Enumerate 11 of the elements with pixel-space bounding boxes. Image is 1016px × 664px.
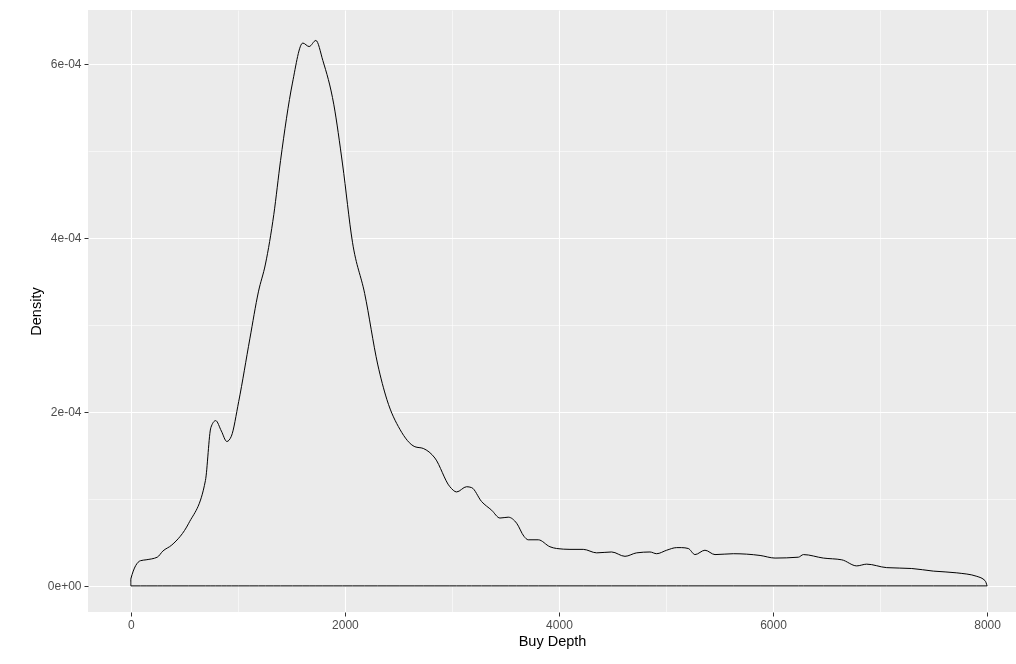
- y-tick-label: 4e-04: [50, 231, 82, 246]
- x-axis-title: Buy Depth: [518, 632, 587, 649]
- x-tick-label: 2000: [332, 617, 360, 632]
- x-tick-label: 8000: [974, 617, 1002, 632]
- x-tick-label: 4000: [546, 617, 574, 632]
- y-axis-title: Density: [27, 286, 44, 336]
- y-tick-label: 2e-04: [50, 405, 82, 420]
- y-tick-label: 0e+00: [47, 579, 82, 594]
- x-tick-label: 0: [127, 617, 135, 632]
- x-tick-label: 6000: [760, 617, 788, 632]
- y-tick-label: 6e-04: [50, 57, 82, 72]
